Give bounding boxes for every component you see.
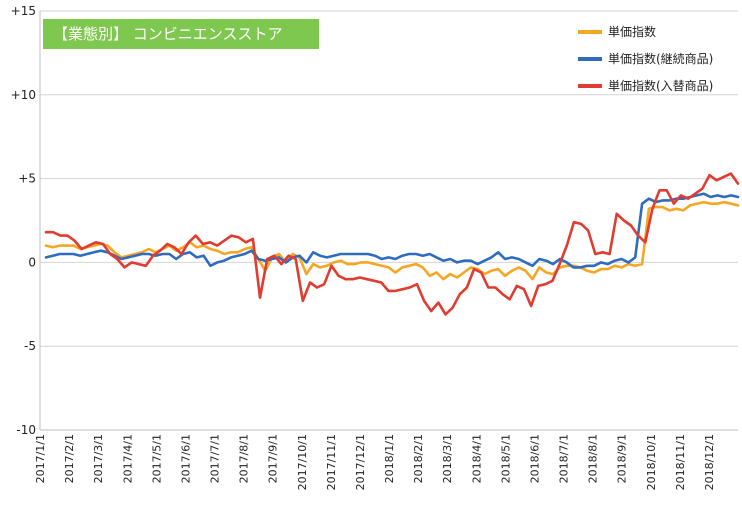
x-tick-label: 2017/6/1 <box>179 434 192 483</box>
legend-swatch-replacement <box>578 83 602 88</box>
y-tick-label: -10 <box>16 423 36 437</box>
legend-item-replacement: 単価指数(入替商品) <box>578 72 713 99</box>
x-tick-label: 2018/7/1 <box>558 434 571 483</box>
x-tick-label: 2017/3/1 <box>92 434 105 483</box>
legend-label-unit-price: 単価指数 <box>608 25 657 39</box>
x-tick-label: 2017/11/1 <box>325 434 338 490</box>
x-tick-label: 2017/1/1 <box>34 434 47 483</box>
x-tick-label: 2017/5/1 <box>150 434 163 483</box>
x-tick-label: 2017/7/1 <box>209 434 222 483</box>
legend-item-unit-price: 単価指数 <box>578 18 713 45</box>
series-line-replacement <box>44 172 740 316</box>
legend-swatch-continuing <box>578 56 602 61</box>
x-tick-label: 2018/10/1 <box>645 434 658 490</box>
legend-label-replacement: 単価指数(入替商品) <box>608 79 714 93</box>
x-tick-label: 2018/3/1 <box>441 434 454 483</box>
chart-title: 【業態別】 コンビニエンスストア <box>43 19 319 49</box>
x-tick-label: 2017/9/1 <box>267 434 280 483</box>
y-tick-label: +10 <box>11 88 36 102</box>
x-tick-label: 2018/2/1 <box>412 434 425 483</box>
x-axis: 2017/1/1 2017/2/1 2017/3/1 2017/4/1 2017/5/1… <box>34 429 738 490</box>
series-line-unit-price <box>44 200 740 281</box>
x-tick-label: 2017/12/1 <box>354 434 367 490</box>
y-tick-label: +5 <box>18 172 36 186</box>
x-tick-label: 2018/6/1 <box>528 434 541 483</box>
y-tick-label: -5 <box>24 339 36 353</box>
x-tick-label: 2017/10/1 <box>296 434 309 490</box>
legend-label-continuing: 単価指数(継続商品) <box>608 52 714 66</box>
y-tick-label: 0 <box>28 255 36 269</box>
x-tick-label: 2018/5/1 <box>499 434 512 483</box>
x-tick-label: 2017/8/1 <box>238 434 251 483</box>
y-tick-label: +15 <box>11 4 36 18</box>
series-line-continuing <box>44 192 740 269</box>
legend: 単価指数 単価指数(継続商品) 単価指数(入替商品) <box>578 18 713 99</box>
x-tick-label: 2018/1/1 <box>383 434 396 483</box>
x-tick-label: 2017/2/1 <box>63 434 76 483</box>
x-tick-label: 2017/4/1 <box>121 434 134 483</box>
legend-item-continuing: 単価指数(継続商品) <box>578 45 713 72</box>
y-axis: +15 +10 +5 0 -5 -10 <box>11 4 41 437</box>
x-tick-label: 2018/4/1 <box>470 434 483 483</box>
x-tick-label: 2018/12/1 <box>703 434 716 490</box>
series-lines <box>44 172 740 316</box>
legend-swatch-unit-price <box>578 29 602 34</box>
x-tick-label: 2018/8/1 <box>587 434 600 483</box>
x-tick-label: 2018/9/1 <box>616 434 629 483</box>
x-tick-label: 2018/11/1 <box>674 434 687 490</box>
